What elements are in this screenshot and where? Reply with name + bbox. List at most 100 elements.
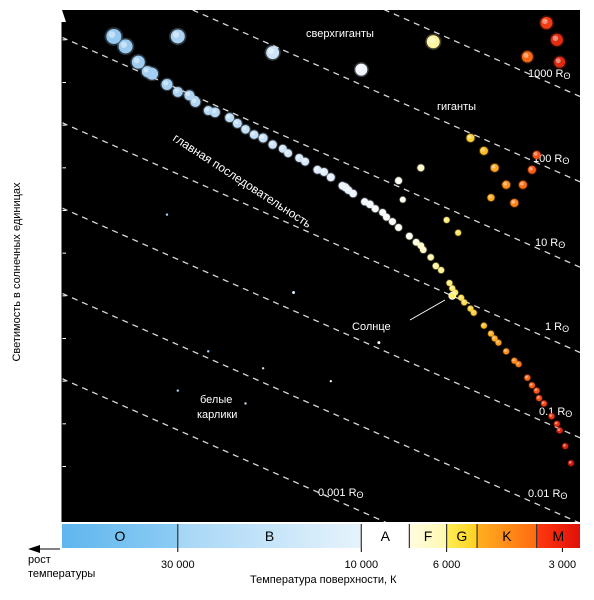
main_sequence-star-highlight [191,98,197,103]
main_sequence-star [419,246,427,254]
main_sequence-star-highlight [342,184,347,189]
main_sequence-star-highlight [205,107,210,112]
main_sequence-star [524,374,531,381]
main_sequence-star-highlight [512,358,515,362]
y-tick-label: 104 [36,116,53,132]
main_sequence-star-highlight [468,306,472,310]
main_sequence-star [488,330,495,337]
y-tick-base: 10 [36,461,48,473]
main_sequence-star-highlight [481,323,485,327]
y-tick-base: 10 [36,376,48,388]
radius-line-value: 0.1 R [539,406,565,418]
main_sequence-star [326,173,335,182]
giants-star-highlight [503,182,507,186]
y-tick-label: 103 [36,159,53,175]
main_sequence-star-highlight [529,383,533,386]
main_sequence-star [225,113,235,123]
y-tick-exponent: -3 [48,415,56,424]
y-tick-label: 105 [36,73,53,89]
main_sequence-star-highlight [462,300,465,304]
giants-label: гиганты [437,101,476,113]
spectral-class-g [446,524,478,548]
main_sequence-star-highlight [296,155,301,159]
main_sequence-star-highlight [433,263,437,267]
radius-line-symbol: ʘ [357,490,364,500]
main_sequence-star [438,267,445,274]
main_sequence-star-highlight [428,255,432,258]
giants-star [417,164,425,172]
y-tick-label: 10-4 [36,457,56,473]
spectral-class-label: K [502,528,512,544]
main_sequence-star-highlight [279,145,284,150]
main_sequence-star-highlight [302,158,306,163]
main_sequence-star-highlight [285,150,289,155]
main_sequence-star-highlight [557,428,561,432]
main_sequence-star-highlight [418,243,422,247]
white_dwarfs-star [292,290,296,294]
supergiants-star [550,33,563,46]
main_sequence-star-highlight [492,336,496,340]
main_sequence-star [567,460,574,467]
supergiants-star-highlight [428,37,435,44]
y-tick-label: 10-2 [36,372,56,388]
giants-star [479,146,488,155]
giants-star [527,165,536,174]
spectral-class-m [536,524,580,548]
y-tick-base: 10 [36,120,48,132]
main_sequence-star-highlight [321,169,325,173]
x-axis-title: Температура поверхности, К [250,574,397,586]
main_sequence-star-highlight [516,362,520,365]
main_sequence-star [446,279,453,286]
supergiants-star [554,56,566,68]
main_sequence-star [449,285,456,292]
radius-line-symbol: ʘ [565,409,572,419]
radius-line-label: 0.01 Rʘ [528,488,567,501]
main_sequence-star-highlight [554,421,558,425]
main_sequence-star-highlight [269,141,274,146]
main_sequence-star [190,96,201,107]
temperature-growth-label-1: рост [28,554,51,566]
giants-star-highlight [400,197,404,201]
sun-pointer [409,299,446,321]
plot-background [62,10,580,522]
main_sequence-star-highlight [120,41,128,48]
main_sequence-star [141,66,153,78]
x-tick-label: 10 000 [344,559,378,571]
main_sequence-star [491,335,498,342]
main_sequence-star [203,106,213,116]
radius-line-label: 10 Rʘ [535,237,565,250]
giants-star-highlight [491,165,496,169]
main_sequence-star-highlight [345,187,350,191]
main_sequence-star [458,294,465,301]
giants-star-highlight [467,135,472,139]
giants-star-highlight [456,230,459,234]
main_sequence-star [295,153,304,162]
main_sequence-star-highlight [384,214,388,218]
main_sequence-star-highlight [367,201,371,206]
y-tick-exponent: 6 [48,31,53,40]
supergiants-star-highlight [357,65,363,71]
main_sequence-star [533,387,540,394]
main_sequence-star [395,223,403,231]
giants-star [532,150,541,159]
main_sequence-star-highlight [133,57,140,64]
main_sequence-star-highlight [450,286,453,289]
y-tick-base: 10 [36,248,48,260]
main_sequence-star-highlight [534,388,538,392]
main_sequence-star [382,213,390,221]
main_sequence-star-highlight [488,331,492,335]
spectral-class-k [477,524,537,548]
main_sequence-star [161,78,173,90]
main_sequence-star [268,140,277,149]
y-tick-base: 10 [36,419,48,431]
main_sequence-star [405,232,413,240]
sun-star [448,291,457,300]
main_sequence-star [461,299,468,306]
y-tick-exponent: -2 [48,372,56,381]
main_sequence-star-highlight [541,401,545,405]
supergiants-star-highlight [268,48,274,54]
main_sequence-star [258,133,268,143]
y-tick-label: 1 [36,291,42,303]
giants-star-highlight [481,148,485,152]
